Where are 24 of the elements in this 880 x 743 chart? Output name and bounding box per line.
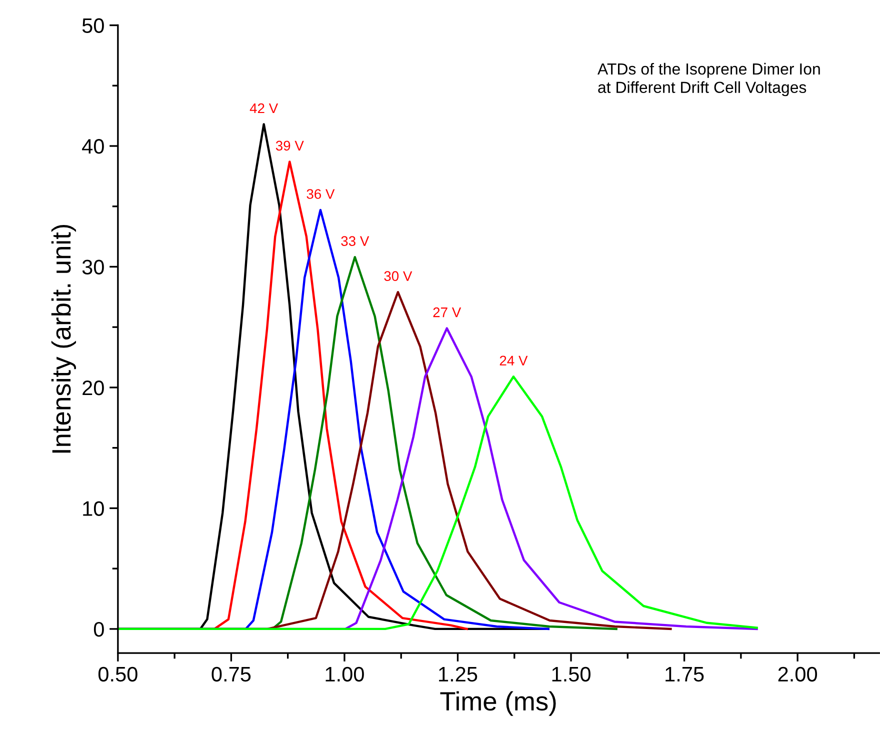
annotation: 39 V [276,140,304,151]
y-tick-label: 50 [82,18,104,34]
y-tick-label: 40 [82,139,104,154]
x-tick-label: 1.50 [552,666,590,682]
annotation: 27 V [433,307,462,318]
x-tick-label: 2.00 [778,666,818,682]
y-tick-label: 0 [94,622,104,637]
y-tick-label: 10 [83,501,104,516]
y-tick-label: 30 [82,260,104,274]
annotation: 42 V [250,103,278,114]
annotation: 36 V [306,189,335,199]
annotation: 33 V [341,236,370,246]
x-tick-label: 1.00 [326,666,364,682]
x-tick-label: 0.75 [212,666,251,682]
line-series [118,376,758,630]
annotation: 30 V [384,271,412,282]
x-axis-title: Time (ms) [440,691,556,716]
x-tick-label: 0.50 [98,666,138,682]
annotation: 24 V [500,356,528,366]
x-tick-label: 1.25 [439,666,478,682]
x-tick-label: 1.75 [666,667,704,682]
y-axis-title: Intensity (arbit. unit) [51,224,76,453]
y-tick-label: 20 [82,380,104,396]
text: ATDs of the Isoprene Dimer Ion at Different Drift Cell Voltages [598,62,820,96]
